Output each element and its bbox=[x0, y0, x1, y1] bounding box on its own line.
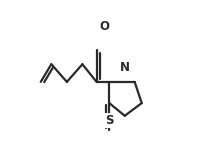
Text: O: O bbox=[99, 20, 109, 33]
Text: N: N bbox=[120, 61, 130, 74]
Text: S: S bbox=[105, 114, 113, 127]
